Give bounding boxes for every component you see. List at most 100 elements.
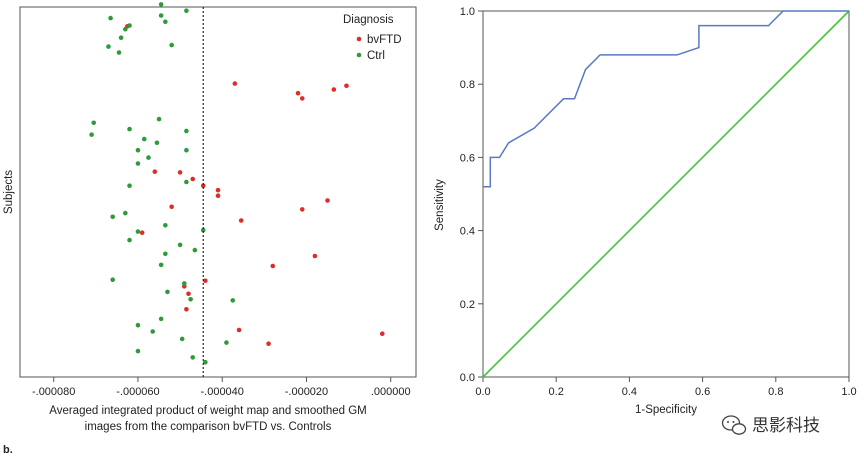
- ctrl-point: [158, 13, 164, 18]
- ctrl-point: [116, 50, 122, 55]
- roc-x-label: 1-Specificity: [635, 404, 697, 416]
- roc-y-tick-label: 1.0: [460, 6, 475, 18]
- roc-y-tick-label: 0.6: [460, 152, 475, 164]
- ctrl-point: [127, 183, 132, 189]
- legend-bvftd-label: bvFTD: [367, 34, 402, 46]
- dot-plot-chart: -.000080 -.000060 -.000040 -.000020.000000 …: [3, 2, 417, 433]
- bvftd-point: [299, 96, 305, 101]
- bvftd-point: [236, 327, 242, 333]
- ctrl-point: [192, 247, 198, 253]
- ctrl-point: [123, 26, 128, 32]
- bvftd-point: [190, 176, 196, 182]
- bvftd-point: [238, 218, 244, 223]
- ctrl-point: [127, 237, 132, 243]
- dot-plot-y-label: Subjects: [3, 170, 15, 214]
- ctrl-point: [224, 340, 229, 345]
- ctrl-point: [150, 329, 156, 334]
- bvftd-point: [215, 187, 221, 193]
- ctrl-point: [200, 227, 206, 233]
- roc-x-tick-label: 1.0: [841, 386, 856, 398]
- dot-plot-x-label-line-1: Averaged integrated product of weight ma…: [49, 405, 367, 417]
- roc-y-tick-label: 0.0: [460, 372, 475, 384]
- dot-plot-x-label-line-2: images from the comparison bvFTD vs. Con…: [85, 421, 332, 433]
- ctrl-point: [135, 161, 141, 166]
- roc-x-tick-label: 0.4: [622, 386, 637, 398]
- dot-plot-x-axis: -.000080 -.000060 -.000040 -.000020 .000000: [32, 377, 411, 398]
- ctrl-point: [135, 322, 141, 328]
- roc-reference-diagonal: [482, 10, 850, 378]
- roc-chart: 0.0 0.2 0.4 0.6 0.8 1.0 0.0 0.2 0.4 0.6 0.8 1.0 Sen…: [434, 6, 857, 416]
- bvftd-point: [299, 207, 305, 212]
- roc-x-tick-label: 0.0: [475, 386, 490, 398]
- ctrl-point: [169, 42, 174, 48]
- dot-plot-points: [89, 2, 385, 365]
- bvftd-point: [186, 291, 191, 297]
- roc-axes: 0.0 0.2 0.4 0.6 0.8 1.0 0.0 0.2 0.4 0.6 0.8 1.0: [460, 6, 857, 398]
- bvftd-point: [139, 230, 145, 235]
- roc-x-tick-label: 0.2: [549, 386, 564, 398]
- bvftd-point: [344, 83, 349, 89]
- roc-x-tick-label: 0.6: [695, 386, 710, 398]
- ctrl-point: [184, 179, 189, 185]
- ctrl-point: [135, 348, 141, 354]
- bvftd-point: [266, 341, 271, 347]
- roc-y-tick-label: 0.8: [460, 79, 475, 91]
- ctrl-point: [165, 289, 170, 295]
- ctrl-point: [179, 336, 185, 342]
- ctrl-point: [177, 242, 183, 248]
- x-tick-label: -.000020: [285, 386, 328, 398]
- ctrl-point: [163, 223, 168, 228]
- legend-ctrl-marker: [356, 52, 362, 58]
- ctrl-point: [184, 8, 189, 13]
- bvftd-point: [379, 331, 385, 337]
- ctrl-point: [135, 229, 141, 234]
- watermark: 思影科技: [721, 415, 820, 436]
- legend-bvftd-marker: [356, 36, 362, 42]
- bvftd-point: [203, 278, 208, 284]
- bvftd-point: [215, 193, 221, 198]
- roc-y-tick-label: 0.4: [460, 226, 475, 238]
- roc-y-label: Sensitivity: [434, 179, 446, 231]
- roc-x-tick-label: 0.8: [768, 386, 783, 398]
- bvftd-point: [295, 90, 301, 96]
- ctrl-point: [110, 277, 115, 282]
- bvftd-point: [200, 183, 206, 189]
- ctrl-point: [135, 147, 141, 153]
- ctrl-point: [156, 116, 162, 122]
- legend-ctrl-label: Ctrl: [367, 50, 385, 62]
- wechat-logo-icon: [721, 415, 747, 435]
- x-tick-label: -.000040: [200, 386, 243, 398]
- roc-frame: [482, 10, 850, 378]
- bvftd-point: [152, 169, 158, 174]
- ctrl-point: [203, 359, 208, 365]
- ctrl-point: [118, 35, 124, 41]
- ctrl-point: [154, 140, 160, 146]
- bvftd-point: [232, 81, 238, 86]
- ctrl-point: [181, 281, 187, 286]
- bvftd-point: [184, 306, 189, 312]
- x-tick-label: -.000060: [116, 386, 159, 398]
- ctrl-point: [91, 120, 97, 126]
- dot-plot-legend: Diagnosis bvFTD Ctrl: [343, 14, 402, 62]
- bvftd-point: [331, 87, 337, 92]
- dot-plot-frame: [19, 6, 417, 378]
- ctrl-point: [123, 210, 128, 216]
- bvftd-point: [169, 204, 174, 210]
- ctrl-point: [158, 262, 164, 268]
- watermark-text: 思影科技: [752, 416, 820, 436]
- bvftd-point: [177, 170, 183, 175]
- ctrl-point: [127, 23, 132, 28]
- ctrl-point: [184, 147, 189, 153]
- ctrl-point: [163, 251, 168, 257]
- bvftd-point: [325, 198, 330, 203]
- x-tick-label: .000000: [371, 386, 411, 398]
- ctrl-point: [163, 19, 168, 25]
- ctrl-point: [89, 132, 94, 137]
- bvftd-point: [270, 263, 276, 269]
- ctrl-point: [127, 126, 132, 132]
- ctrl-point: [110, 214, 115, 220]
- ctrl-point: [141, 136, 147, 142]
- ctrl-point: [146, 155, 151, 160]
- x-tick-label: -.000080: [32, 386, 75, 398]
